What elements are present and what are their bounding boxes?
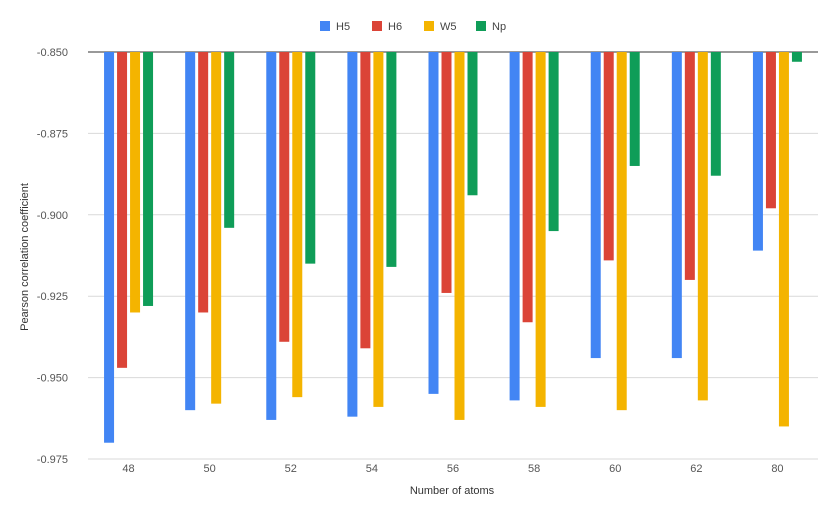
bar-h6-54 [360,52,371,349]
bar-h5-48 [104,52,115,443]
bar-w5-56 [454,52,465,420]
legend-label-w5: W5 [440,21,457,33]
bar-h6-50 [198,52,209,313]
bar-h6-56 [441,52,452,293]
x-axis-title: Number of atoms [410,485,495,497]
gridlines [88,51,818,460]
y-axis-title: Pearson correlation coefficient [19,183,31,331]
y-axis: -0.850 -0.875 -0.900 -0.925 -0.950 -0.975 [37,47,68,466]
y-tick-label: -0.975 [37,454,68,466]
x-tick-label: 50 [204,463,216,475]
x-tick-label: 54 [366,463,378,475]
x-tick-label: 56 [447,463,459,475]
bar-w5-50 [211,52,222,404]
legend-swatch-h5 [320,21,330,31]
bar-h5-52 [266,52,277,420]
bar-w5-48 [130,52,141,313]
legend-swatch-h6 [372,21,382,31]
y-tick-label: -0.875 [37,128,68,140]
bar-np-56 [467,52,478,196]
bar-h6-80 [765,52,776,209]
legend: H5 H6 W5 Np [320,21,506,33]
bar-w5-62 [697,52,708,401]
legend-label-h6: H6 [388,21,402,33]
bar-h5-58 [509,52,520,401]
y-tick-label: -0.950 [37,373,68,385]
bar-w5-58 [535,52,546,407]
x-tick-label: 58 [528,463,540,475]
bar-h5-62 [671,52,682,359]
bar-h6-52 [279,52,290,342]
x-tick-label: 48 [122,463,134,475]
bars [104,52,802,443]
x-axis: 48 50 52 54 56 58 60 62 80 [122,463,783,475]
x-tick-label: 60 [609,463,621,475]
bar-w5-54 [373,52,384,407]
y-tick-label: -0.925 [37,291,68,303]
bar-h6-58 [522,52,533,323]
bar-np-60 [629,52,640,166]
bar-h5-54 [347,52,358,417]
bar-np-58 [548,52,559,232]
bar-h5-60 [590,52,601,359]
bar-w5-52 [292,52,303,398]
bar-h5-56 [428,52,439,394]
legend-swatch-np [476,21,486,31]
bar-np-52 [305,52,316,264]
y-tick-label: -0.850 [37,47,68,59]
x-tick-label: 62 [690,463,702,475]
x-tick-label: 52 [285,463,297,475]
bar-w5-80 [778,52,789,427]
bar-h6-62 [684,52,695,280]
y-tick-label: -0.900 [37,210,68,222]
bar-h5-80 [752,52,763,251]
bar-w5-60 [616,52,627,411]
bar-h6-60 [603,52,614,261]
x-tick-label: 80 [771,463,783,475]
bar-np-62 [710,52,721,176]
legend-swatch-w5 [424,21,434,31]
bar-np-54 [386,52,397,267]
bar-np-48 [143,52,154,306]
legend-label-h5: H5 [336,21,350,33]
bar-np-50 [224,52,235,228]
bar-h5-50 [185,52,196,411]
bar-h6-48 [117,52,128,368]
legend-label-np: Np [492,21,506,33]
bar-np-80 [791,52,802,62]
